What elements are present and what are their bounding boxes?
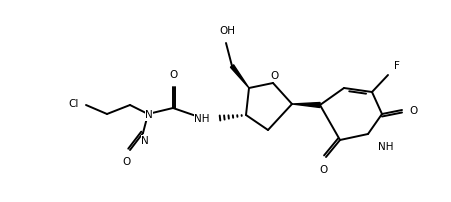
- Text: OH: OH: [219, 26, 235, 36]
- Text: F: F: [393, 61, 399, 71]
- Text: O: O: [408, 106, 416, 116]
- Polygon shape: [230, 65, 249, 88]
- Text: O: O: [170, 70, 178, 80]
- Text: Cl: Cl: [69, 99, 79, 109]
- Text: NH: NH: [377, 142, 393, 152]
- Polygon shape: [291, 102, 319, 107]
- Text: NH: NH: [194, 114, 210, 124]
- Text: N: N: [145, 110, 152, 120]
- Text: N: N: [141, 136, 148, 146]
- Text: O: O: [123, 157, 131, 167]
- Text: O: O: [270, 71, 279, 81]
- Text: O: O: [319, 165, 327, 175]
